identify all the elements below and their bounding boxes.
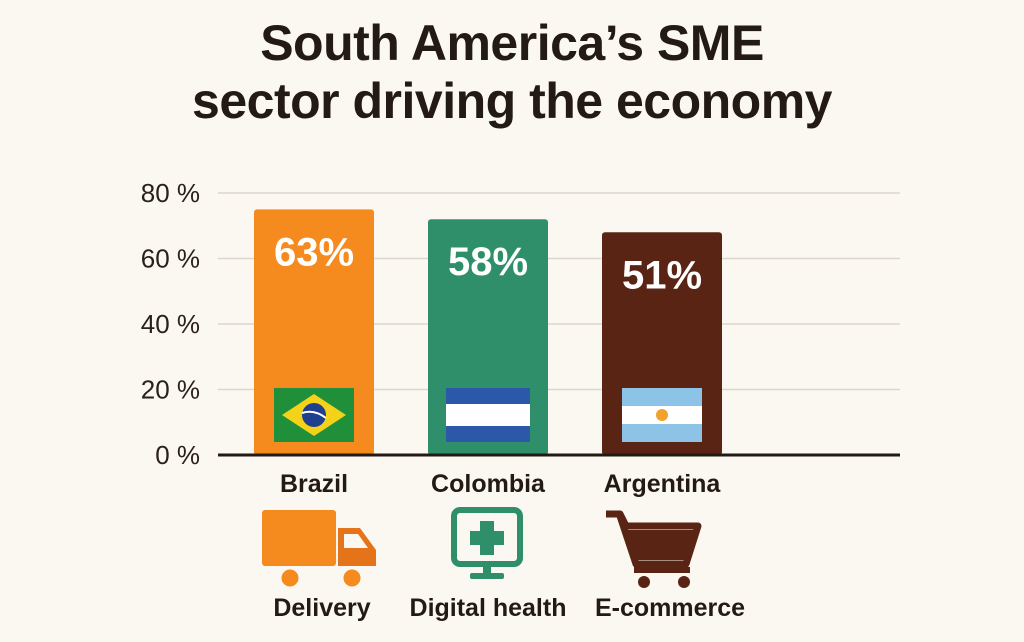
brazil-flag-icon (274, 388, 354, 442)
argentina-flag-icon (622, 388, 702, 442)
icon-label-e-commerce: E-commerce (594, 594, 746, 622)
data-label: 51% (622, 253, 702, 297)
title-line-1: South America’s SME (260, 15, 764, 71)
x-tick-label: Colombia (431, 470, 546, 498)
y-tick-label: 0 % (155, 440, 200, 470)
y-tick-label: 40 % (141, 309, 200, 339)
chart-title: South America’s SME sector driving the e… (0, 14, 1024, 130)
y-tick-label: 60 % (141, 244, 200, 274)
y-tick-label: 80 % (141, 178, 200, 208)
x-tick-label: Brazil (280, 470, 348, 498)
digital-health-icon (451, 507, 523, 579)
icon-label-delivery: Delivery (273, 594, 371, 622)
x-tick-label: Argentina (604, 470, 722, 498)
title-line-2: sector driving the economy (192, 73, 832, 129)
delivery-truck-icon (262, 510, 376, 590)
data-label: 63% (274, 230, 354, 274)
data-label: 58% (448, 240, 528, 284)
shopping-cart-icon (606, 510, 702, 588)
icon-label-digital-health: Digital health (409, 594, 567, 622)
y-tick-label: 20 % (141, 375, 200, 405)
colombia-flag-icon (446, 388, 530, 442)
